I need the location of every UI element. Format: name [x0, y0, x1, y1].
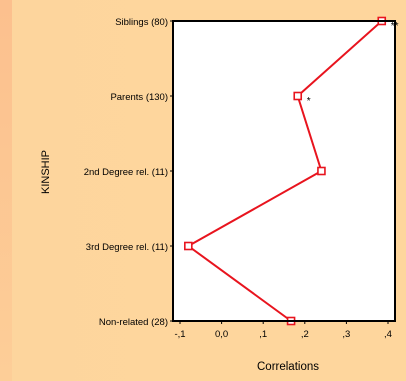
x-axis-title: Correlations	[257, 361, 319, 373]
data-point-marker	[317, 166, 326, 176]
x-tick-label: ,1	[259, 329, 267, 340]
x-tick-label: -,1	[174, 329, 185, 340]
y-tick-label: Parents (130)	[110, 92, 168, 103]
y-tick-label: Non-related (28)	[99, 317, 168, 328]
y-tick-label: Siblings (80)	[115, 17, 168, 28]
x-tick-label: 0,0	[215, 329, 228, 340]
x-axis: -,1 0,0 ,1 ,2 ,3 ,4	[174, 321, 392, 340]
plot-area	[173, 21, 395, 321]
data-point-marker	[184, 241, 193, 251]
y-axis-title: KINSHIP	[40, 150, 52, 194]
x-tick-label: ,3	[342, 329, 350, 340]
y-tick-label: 3rd Degree rel. (11)	[86, 242, 168, 253]
data-point-marker	[293, 91, 303, 101]
background-strip	[0, 0, 12, 381]
y-axis: Siblings (80) Parents (130) 2nd Degree rel…	[84, 17, 173, 328]
significance-annotation: *	[307, 96, 311, 107]
y-tick-label: 2nd Degree rel. (11)	[84, 167, 168, 178]
x-tick-label: ,2	[301, 329, 309, 340]
x-tick-label: ,4	[384, 329, 392, 340]
